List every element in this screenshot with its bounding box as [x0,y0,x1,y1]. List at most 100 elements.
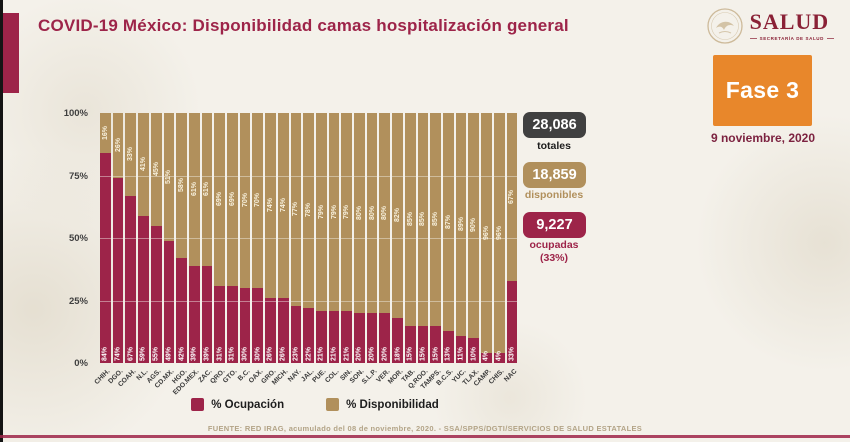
stat-ocupadas-value: 9,227 [523,212,586,238]
disponibilidad-value-label: 90% [470,218,478,233]
legend-disponibilidad-label: % Disponibilidad [346,398,439,411]
gridline-25 [100,300,517,302]
ocupacion-value-label: 21% [330,346,338,361]
ocupacion-value-label: 10% [470,346,478,361]
bar-SON: 80% 20% SON. [349,113,366,385]
disponibilidad-segment: 61% [201,113,213,266]
disponibilidad-value-label: 61% [190,182,198,197]
disponibilidad-segment: 80% [354,113,365,313]
disponibilidad-segment: 78% [303,113,314,308]
subtitle-rule-left [749,38,757,39]
ocupacion-value-label: 21% [317,346,325,361]
ocupacion-value-label: 15% [419,346,427,361]
disponibilidad-segment: 16% [100,113,111,153]
disponibilidad-segment: 80% [366,113,378,313]
stat-totales-label: totales [537,140,571,152]
ocupacion-value-label: 30% [241,346,249,361]
ocupacion-segment: 33% [506,280,518,363]
disponibilidad-value-label: 51% [165,169,173,184]
disponibilidad-value-label: 69% [228,192,236,207]
ocupacion-value-label: 20% [368,346,376,361]
ocupacion-segment: 39% [201,265,213,363]
disponibilidad-segment: 58% [176,113,187,258]
disponibilidad-segment: 70% [239,113,251,288]
ocupacion-segment: 30% [239,288,251,363]
disponibilidad-value-label: 33% [127,147,135,162]
source-note: FUENTE: RED IRAG, acumulado del 08 de no… [207,424,643,433]
bar-YUC: 89% 11% YUC. [451,113,468,384]
disponibilidad-segment: 45% [150,113,162,226]
disponibilidad-segment: 41% [138,113,149,216]
page-title: COVID-19 México: Disponibilidad camas ho… [38,16,569,35]
ocupacion-value-label: 15% [432,346,440,361]
disponibilidad-segment: 61% [188,113,200,266]
ocupacion-segment: 23% [290,305,302,363]
bar-MOR: 82% 18% MOR. [387,113,404,386]
disponibilidad-value-label: 80% [368,205,376,220]
disponibilidad-segment: 85% [417,113,429,326]
y-tick-50: 50% [68,233,88,244]
disponibilidad-segment: 51% [163,113,175,241]
bar-VER: 80% 20% VER. [375,113,391,384]
disponibilidad-segment: 74% [277,113,289,298]
ocupacion-value-label: 59% [139,346,147,361]
disponibilidad-value-label: 82% [394,208,402,223]
disponibilidad-segment: 96% [481,113,492,353]
ocupacion-segment: 30% [252,288,264,363]
ocupacion-value-label: 31% [216,346,224,361]
bar-CAMP: 96% 4% CAMP. [473,113,493,388]
ocupacion-swatch-icon [191,398,205,411]
ocupacion-segment: 55% [150,225,162,363]
bottom-rule [0,435,850,438]
stat-disponibles-label: disponibles [524,189,584,201]
ocupacion-value-label: 49% [165,346,173,361]
bar-TAMPS: 85% 15% TAMPS. [419,113,442,391]
bar-OAX: 70% 30% OAX. [248,113,264,385]
disponibilidad-segment: 80% [379,113,391,313]
disponibilidad-segment: 70% [252,113,264,288]
bar-COAH: 33% 67% COAH. [117,113,137,388]
gridline-50 [100,238,517,239]
ocupacion-segment: 15% [417,325,429,363]
bar-CHIS: 96% 4% CHIS. [488,113,506,386]
bar-COL: 79% 21% COL. [324,113,340,384]
disponibilidad-value-label: 70% [241,193,249,208]
left-edge-strip [0,0,3,442]
disponibilidad-value-label: 69% [216,192,224,207]
disponibilidad-value-label: 45% [152,162,160,177]
ocupacion-value-label: 55% [152,346,160,361]
ocupacion-segment: 49% [163,240,175,363]
disponibilidad-segment: 33% [125,113,137,196]
report-date: 9 noviembre, 2020 [710,131,816,145]
bar-GTO: 69% 31% GTO. [222,113,239,385]
ocupacion-segment: 39% [188,265,200,363]
salud-eagle-emblem [706,8,743,44]
ocupacion-value-label: 42% [178,346,186,361]
bar-NL: 41% 59% N.L. [136,113,150,382]
ocupacion-segment: 20% [354,313,365,363]
bar-TAB: 85% 15% TAB. [401,113,417,384]
subtitle-rule-right [827,38,834,39]
bar-QROO: 85% 15% Q.ROO. [407,113,429,390]
bar-CHIH: 16% 84% CHIH. [94,113,112,386]
ocupacion-segment: 15% [430,325,441,363]
ocupacion-segment: 31% [227,285,238,363]
disponibilidad-segment: 85% [430,113,441,326]
disponibilidad-segment: 89% [455,113,467,336]
disponibilidad-value-label: 89% [457,217,465,232]
ocupacion-segment: 31% [214,285,226,363]
ocupacion-value-label: 33% [508,346,516,361]
salud-subtitle: SECRETARÍA DE SALUD [759,36,824,41]
bar-TLAX: 90% 10% TLAX. [461,113,480,387]
disponibilidad-swatch-icon [326,398,340,411]
legend-item-ocupacion: % Ocupación [191,398,284,411]
ocupacion-value-label: 21% [343,346,351,361]
bar-PUE: 79% 21% PUE. [312,113,328,384]
salud-logo: SALUD SECRETARÍA DE SALUD [705,6,834,46]
ocupacion-segment: 20% [366,313,378,363]
disponibilidad-segment: 79% [328,113,340,311]
disponibilidad-segment: 82% [392,113,403,318]
ocupacion-segment: 21% [341,310,353,363]
ocupacion-segment: 4% [481,351,492,363]
